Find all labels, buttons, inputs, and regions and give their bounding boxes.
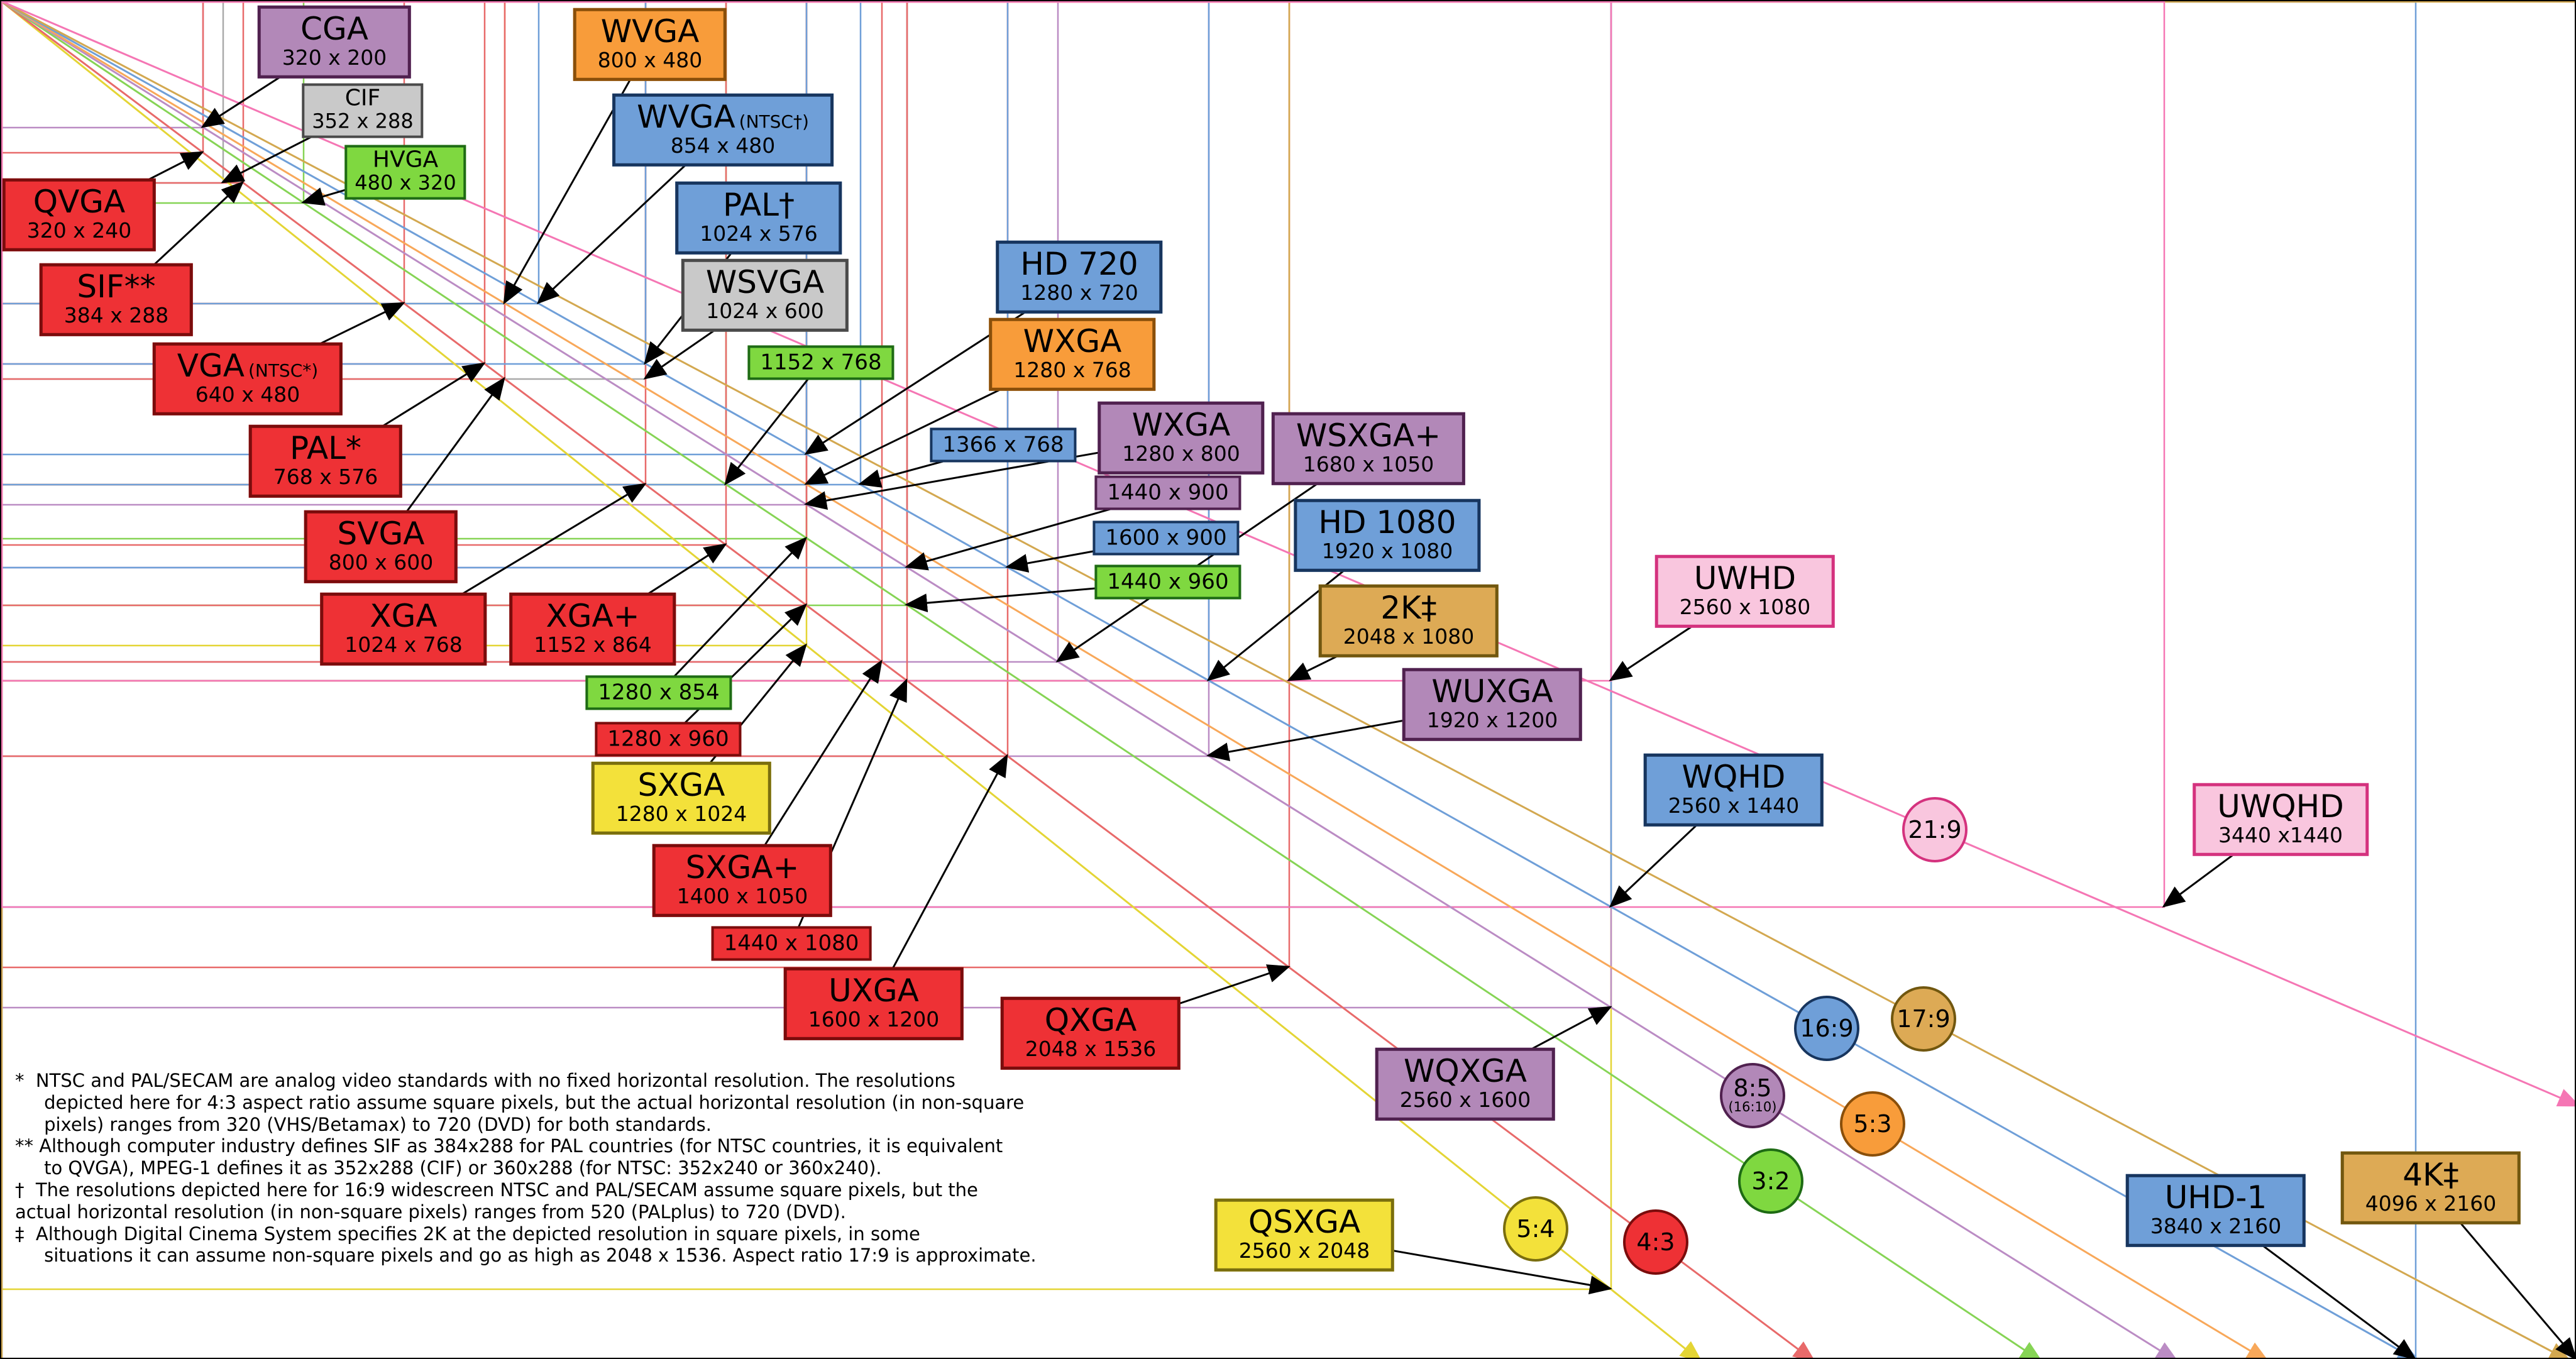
pointer-arrow-r1440x1080: [790, 678, 908, 944]
pointer-arrow-wuxga: [1206, 703, 1493, 761]
pointer-arrow-r1440x900: [905, 492, 1169, 571]
pointer-arrow-hd720: [804, 276, 1080, 455]
pointer-arrow-r1280x854: [658, 536, 808, 694]
pointer-arrow-r1440x960: [905, 581, 1169, 613]
resolution-rect-wsvga: [1, 1, 647, 380]
pointer-arrow-uhd-1: [2215, 1209, 2417, 1358]
pointer-arrow-sxga-plus: [741, 659, 883, 881]
aspect-ratio-line-yellow: [1, 1, 1703, 1358]
pointer-arrow-vga: [247, 302, 405, 380]
pointer-arrow-hvga: [301, 171, 406, 206]
pointer-arrow-qsxga: [1304, 1234, 1612, 1295]
pointer-arrow-xga-plus: [592, 543, 727, 630]
pointer-arrow-uxga: [872, 754, 1008, 1004]
pointer-arrow-wsvga: [643, 294, 766, 380]
footnotes-text: * NTSC and PAL/SECAM are analog video st…: [15, 1070, 1037, 1267]
pointer-arrow-r1280x960: [667, 603, 808, 740]
pointer-arrow-wsxga-plus: [1055, 448, 1369, 663]
resolution-rect-uwqhd: [1, 1, 2166, 908]
pointer-arrow-pal-wide: [644, 217, 760, 365]
pointer-arrow-4k: [2430, 1187, 2575, 1358]
aspect-ratio-line-green: [1, 1, 2043, 1358]
pointer-arrow-uwhd: [1609, 590, 1746, 681]
pointer-arrow-xga: [403, 483, 647, 630]
pointer-arrow-wvga-ntsc: [536, 129, 724, 305]
pointer-arrow-r1152x768: [724, 362, 822, 486]
pointer-arrow-pal: [325, 362, 486, 463]
aspect-ratio-line-purple: [1, 1, 2179, 1358]
pointer-arrow-uwqhd: [2162, 818, 2281, 908]
pointer-arrow-wqxga: [1465, 1006, 1612, 1086]
pointer-arrow-sif: [115, 180, 245, 301]
pointer-arrow-2k: [1287, 620, 1409, 681]
pointer-arrow-wvga: [503, 44, 651, 305]
pointer-arrow-wqhd: [1609, 789, 1735, 908]
pointer-arrow-qxga: [1090, 964, 1291, 1035]
pointer-arrow-svga: [380, 377, 505, 547]
pointer-arrow-r1600x900: [1005, 537, 1167, 573]
pointer-arrow-cga: [201, 41, 335, 128]
pointer-arrow-sxga: [680, 643, 807, 799]
